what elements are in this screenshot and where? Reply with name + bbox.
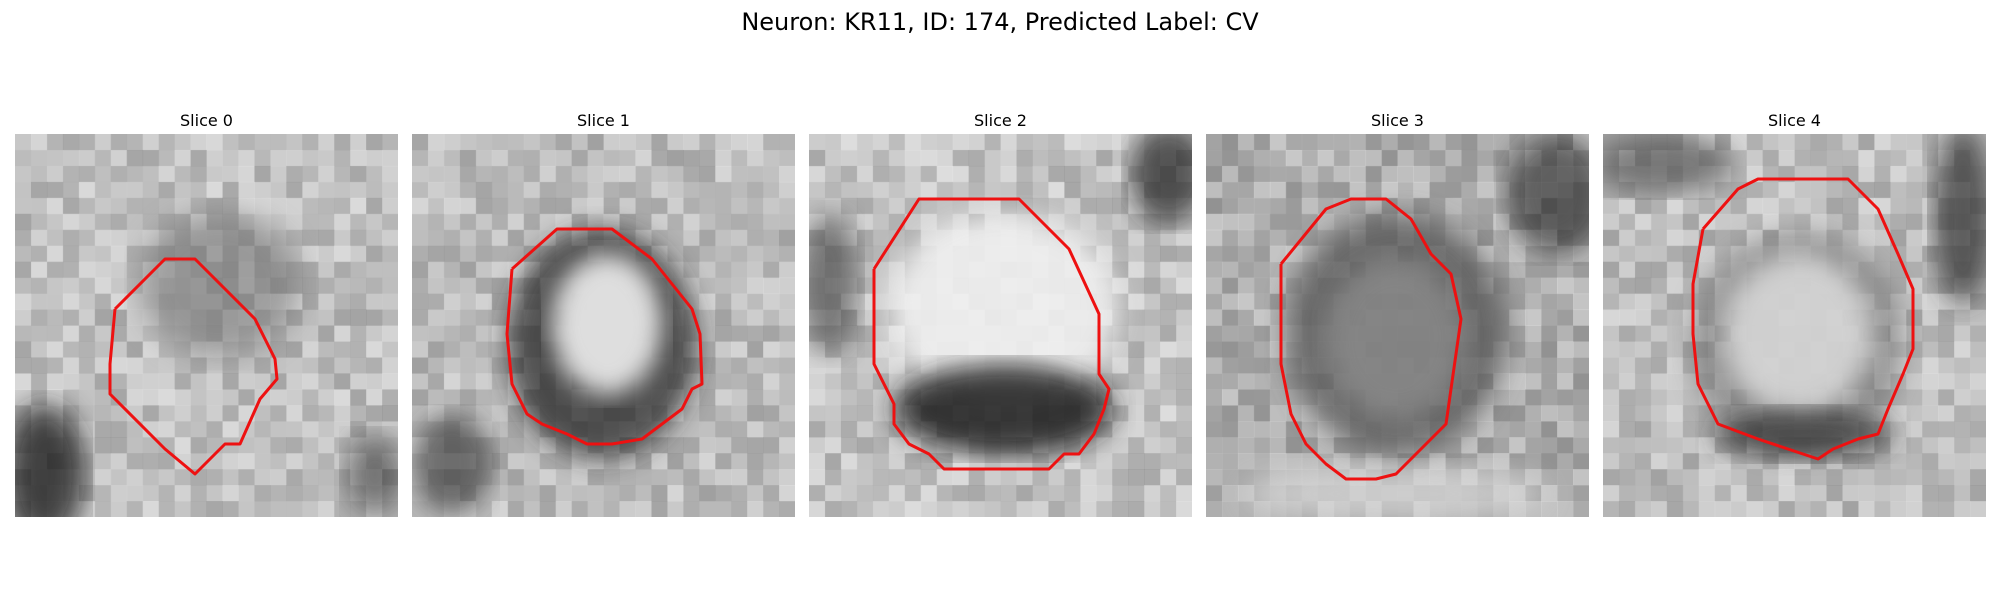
slice-image — [412, 134, 795, 517]
roi-contour — [108, 257, 279, 476]
slice-panel-0: Slice 0 — [15, 108, 398, 517]
slice-image — [809, 134, 1192, 517]
slice-title: Slice 0 — [180, 111, 233, 130]
slice-image — [1603, 134, 1986, 517]
slice-panel-4: Slice 4 — [1603, 108, 1986, 517]
slice-panel-1: Slice 1 — [412, 108, 795, 517]
roi-contour — [872, 197, 1111, 471]
slice-panel-2: Slice 2 — [809, 108, 1192, 517]
roi-contour — [1691, 177, 1915, 461]
roi-contour — [505, 227, 704, 446]
slice-image — [15, 134, 398, 517]
slice-title: Slice 3 — [1371, 111, 1424, 130]
figure-title: Neuron: KR11, ID: 174, Predicted Label: … — [741, 8, 1259, 36]
slice-title: Slice 2 — [974, 111, 1027, 130]
slice-title: Slice 1 — [577, 111, 630, 130]
slice-panel-3: Slice 3 — [1206, 108, 1589, 517]
slice-title: Slice 4 — [1768, 111, 1821, 130]
slice-image — [1206, 134, 1589, 517]
roi-contour — [1279, 197, 1463, 481]
